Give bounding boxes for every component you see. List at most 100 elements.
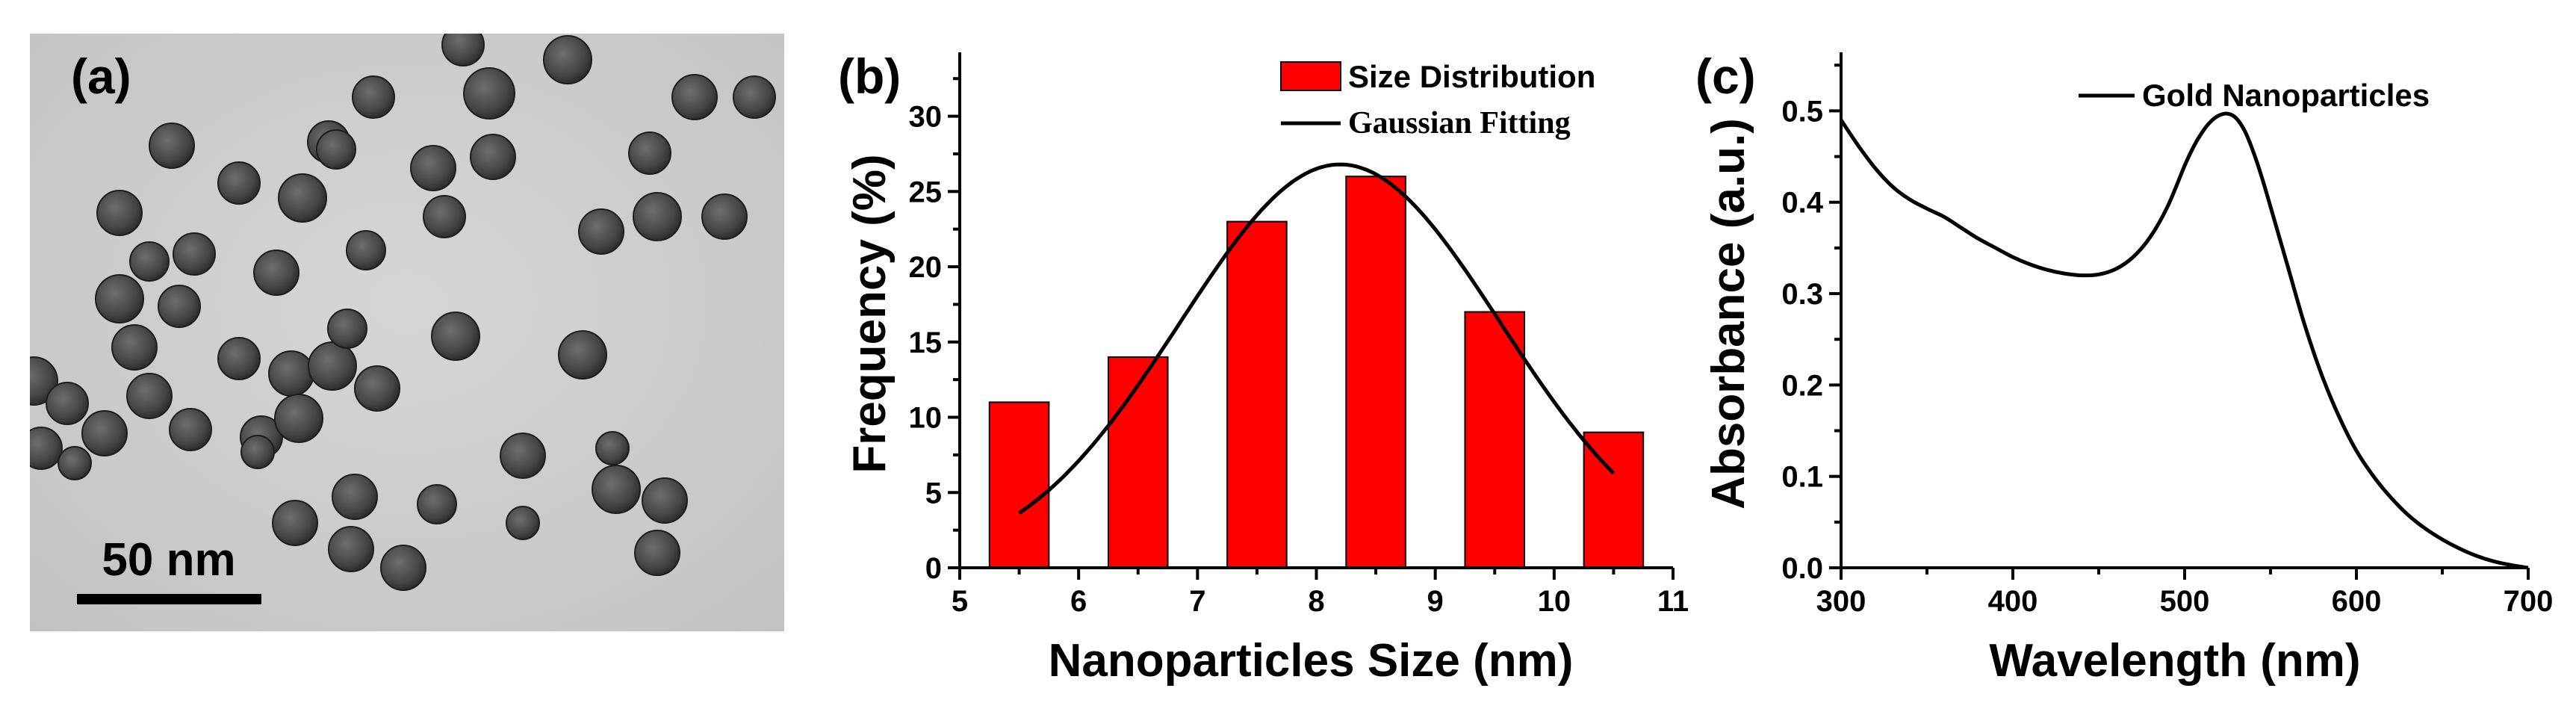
chart-c-y-tick-label: 0.3 (1781, 278, 1823, 311)
legend-label-size-distribution: Size Distribution (1348, 59, 1595, 94)
panel-a: 50 nm (a) (30, 34, 784, 631)
tem-particle (268, 350, 314, 397)
chart-c-x-tick-label: 500 (2160, 585, 2210, 618)
chart-b-x-tick-label: 10 (1538, 585, 1571, 618)
chart-c-x-tick-label: 600 (2332, 585, 2382, 618)
chart-b-marks (988, 162, 1645, 569)
scale-bar (77, 594, 261, 604)
tem-particle (642, 477, 688, 524)
chart-c-y-tick-label: 0.0 (1781, 552, 1823, 585)
tem-particle (149, 123, 195, 169)
tem-particle (592, 465, 641, 514)
tem-particle (354, 365, 400, 412)
tem-particle (95, 274, 144, 323)
tem-particle (126, 373, 173, 419)
tem-particle (558, 330, 607, 380)
panel-c: 300 400 500 600 700 0.0 0.1 0.2 0.3 0.4 0.5 (c) Ab… (1695, 49, 2553, 687)
tem-particle (628, 131, 671, 175)
chart-c-y-tick-label: 0.5 (1781, 95, 1823, 128)
chart-c-y-tick-label: 0.2 (1781, 369, 1823, 402)
chart-c-x-tick-label: 300 (1816, 585, 1866, 618)
tem-particle (316, 129, 356, 170)
scale-bar-label: 50 nm (102, 534, 235, 586)
chart-b-y-tick-label: 0 (925, 552, 942, 585)
chart-c-y-tick-label: 0.1 (1781, 461, 1823, 494)
tem-particle (410, 145, 456, 191)
tem-particle (217, 337, 261, 380)
tem-particle (30, 427, 63, 470)
chart-b-y-tick-label: 25 (909, 176, 943, 208)
chart-b-legend: Size Distribution Gaussian Fitting (1280, 59, 1595, 140)
tem-particle (578, 208, 624, 255)
tem-particle (633, 192, 682, 241)
chart-c-x-tick-label: 400 (1988, 585, 2038, 618)
tem-particle (253, 250, 300, 296)
legend-label-gaussian-fitting: Gaussian Fitting (1348, 106, 1571, 140)
chart-b-x-tick-label: 9 (1427, 585, 1444, 618)
bar-size-6.5 (1107, 356, 1169, 569)
tem-particle (332, 474, 378, 520)
tem-particle (441, 34, 485, 66)
panel-label-a: (a) (71, 49, 131, 104)
bar-size-7.5 (1226, 220, 1288, 569)
tem-particle (352, 75, 395, 119)
bar-size-8.5 (1345, 176, 1406, 569)
tem-particle (169, 408, 212, 451)
tem-particle (634, 530, 680, 576)
gaussian-fit-line (1018, 162, 1616, 515)
tem-particle (240, 435, 275, 469)
tem-particle (96, 190, 143, 236)
tem-particle (58, 446, 92, 480)
chart-b-xlabel: Nanoparticles Size (nm) (1049, 635, 1574, 687)
tem-particle (46, 382, 89, 425)
tem-particle (500, 433, 546, 479)
tem-particle (423, 195, 466, 238)
legend-label-gold-nanoparticles: Gold Nanoparticles (2142, 78, 2430, 113)
tem-particle (274, 394, 323, 443)
bar-size-9.5 (1464, 311, 1526, 569)
tem-particle (543, 35, 592, 84)
tem-particle (129, 241, 170, 282)
absorbance-line (1839, 111, 2529, 570)
tem-particle (380, 545, 426, 591)
tem-particle (431, 312, 480, 361)
chart-b-y-tick-label: 10 (909, 402, 943, 435)
chart-c-y-tick-label: 0.4 (1781, 187, 1823, 220)
tem-particle (417, 484, 457, 524)
tem-particle (327, 309, 367, 349)
chart-b-y-tick-label: 5 (925, 477, 942, 510)
tem-particle (595, 431, 630, 465)
tem-particle (470, 134, 516, 180)
tem-particle (506, 506, 540, 540)
tem-particle (328, 526, 374, 572)
tem-particle (278, 173, 327, 223)
tem-particle (217, 161, 261, 205)
chart-b-x-tick-label: 7 (1189, 585, 1205, 618)
tem-particle (158, 285, 201, 328)
panel-label-b: (b) (838, 49, 901, 104)
chart-b-x-tick-label: 8 (1308, 585, 1324, 618)
chart-c-axes: 300 400 500 600 700 0.0 0.1 0.2 0.3 0.4 0.5 (1781, 52, 2553, 618)
tem-particle (111, 324, 158, 371)
legend-swatch-size-distribution (1280, 61, 1341, 91)
chart-c-ylabel: Absorbance (a.u.) (1703, 118, 1754, 510)
chart-c-xlabel: Wavelength (nm) (1989, 635, 2360, 687)
bar-size-5.5 (988, 401, 1050, 569)
chart-b-x-tick-label: 6 (1070, 585, 1087, 618)
chart-b-ylabel: Frequency (%) (844, 154, 896, 473)
tem-particle (733, 75, 776, 119)
tem-particle (671, 74, 718, 120)
tem-particle (173, 232, 216, 276)
chart-b-x-tick-label: 11 (1657, 585, 1689, 618)
chart-c-x-tick-label: 700 (2504, 585, 2554, 618)
chart-b-y-tick-label: 20 (909, 251, 943, 284)
chart-b-y-tick-label: 30 (909, 101, 943, 134)
panel-label-c: (c) (1695, 49, 1756, 104)
tem-particle (701, 193, 748, 240)
tem-particles (30, 34, 776, 591)
chart-b-x-tick-label: 5 (952, 585, 968, 618)
tem-particle (308, 341, 357, 391)
